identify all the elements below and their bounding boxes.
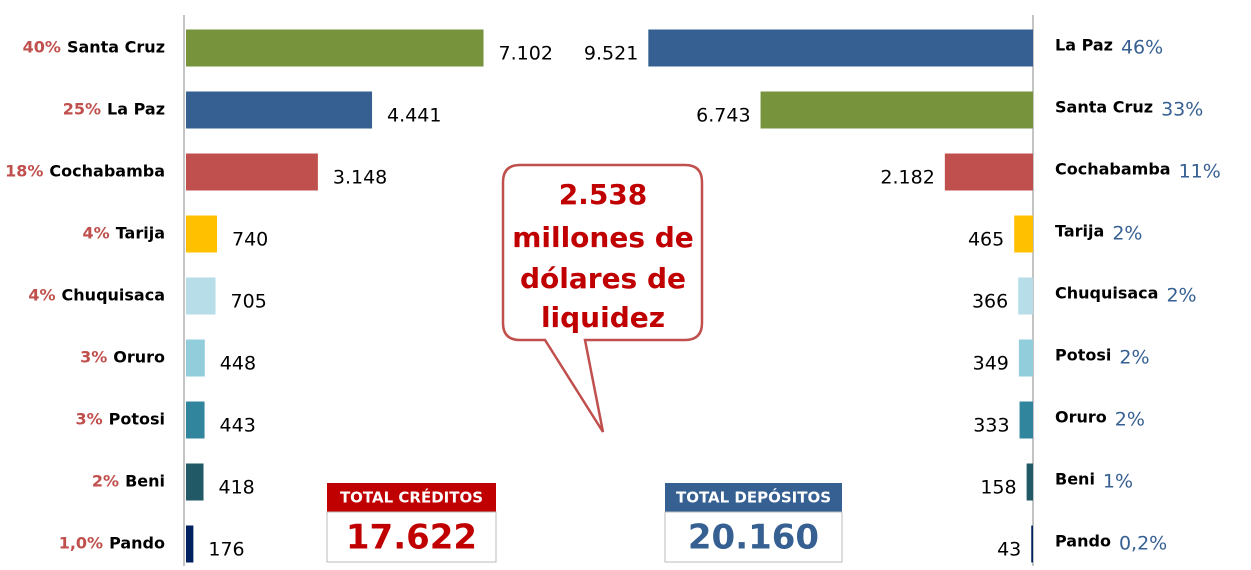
total-header-box xyxy=(327,483,496,512)
category-label: Oruro xyxy=(1055,408,1107,427)
category-label: Chuquisaca xyxy=(1055,284,1158,303)
bar xyxy=(1018,339,1033,377)
bar xyxy=(1014,215,1033,253)
category-label: La Paz xyxy=(107,100,165,119)
callout-text: dólares de xyxy=(520,262,686,295)
value-label: 4.441 xyxy=(387,105,441,127)
category-label: Oruro xyxy=(113,348,165,367)
category-label: Beni xyxy=(1055,470,1095,489)
category-label: Santa Cruz xyxy=(67,38,165,57)
value-label: 349 xyxy=(973,353,1009,375)
percent-label: 0,2% xyxy=(1119,533,1167,555)
value-label: 3.148 xyxy=(333,167,387,189)
value-label: 740 xyxy=(232,229,268,251)
percent-label: 3% xyxy=(75,410,102,429)
bar xyxy=(186,525,194,563)
percent-label: 2% xyxy=(1166,285,1196,307)
bar xyxy=(186,91,373,129)
bar xyxy=(186,153,318,191)
percent-label: 25% xyxy=(63,100,101,119)
bar xyxy=(944,153,1033,191)
category-label: Tarija xyxy=(1055,222,1104,241)
value-label: 366 xyxy=(972,291,1008,313)
category-label: Cochabamba xyxy=(1055,160,1171,179)
callout-text: 2.538 xyxy=(559,178,648,211)
value-label: 7.102 xyxy=(499,43,553,65)
category-label: Tarija xyxy=(116,224,165,243)
value-label: 158 xyxy=(980,477,1016,499)
category-label: Potosi xyxy=(1055,346,1111,365)
percent-label: 2% xyxy=(92,472,119,491)
bar xyxy=(186,29,484,67)
bar xyxy=(1019,401,1033,439)
bar xyxy=(760,91,1033,129)
category-label: Pando xyxy=(109,534,165,553)
value-label: 9.521 xyxy=(584,43,638,65)
total-value-box xyxy=(664,511,843,563)
category-label: Pando xyxy=(1055,532,1111,551)
callout-bubble xyxy=(501,163,704,433)
percent-label: 18% xyxy=(5,162,43,181)
total-value: 20.160 xyxy=(688,518,819,558)
total-title: TOTAL DEPÓSITOS xyxy=(676,488,831,507)
value-label: 443 xyxy=(220,415,256,437)
bar xyxy=(186,339,205,377)
bar xyxy=(186,401,205,439)
value-label: 2.182 xyxy=(880,167,934,189)
percent-label: 2% xyxy=(1112,223,1142,245)
percent-label: 3% xyxy=(80,348,107,367)
bar xyxy=(648,29,1033,67)
percent-label: 40% xyxy=(23,38,61,57)
value-label: 176 xyxy=(208,539,244,561)
percent-label: 2% xyxy=(1115,409,1145,431)
bar xyxy=(1031,525,1033,563)
bar xyxy=(186,277,216,315)
value-label: 43 xyxy=(997,539,1021,561)
total-header-box xyxy=(665,483,842,512)
callout-text: liquidez xyxy=(541,301,665,334)
callout-text: millones de xyxy=(512,221,694,254)
bar xyxy=(186,215,217,253)
category-label: Santa Cruz xyxy=(1055,98,1153,117)
percent-label: 4% xyxy=(28,286,55,305)
total-title: TOTAL CRÉDITOS xyxy=(340,488,483,507)
category-label: La Paz xyxy=(1055,36,1113,55)
value-label: 448 xyxy=(220,353,256,375)
value-label: 705 xyxy=(231,291,267,313)
total-value: 17.622 xyxy=(346,518,477,558)
bar xyxy=(1026,463,1033,501)
percent-label: 4% xyxy=(83,224,110,243)
total-value-box xyxy=(326,511,497,563)
category-label: Potosi xyxy=(109,410,165,429)
category-label: Chuquisaca xyxy=(62,286,165,305)
percent-label: 46% xyxy=(1121,37,1163,59)
category-label: Beni xyxy=(125,472,165,491)
bar xyxy=(186,463,204,501)
category-label: Cochabamba xyxy=(49,162,165,181)
value-label: 6.743 xyxy=(696,105,750,127)
value-label: 333 xyxy=(973,415,1009,437)
value-label: 418 xyxy=(219,477,255,499)
percent-label: 1% xyxy=(1103,471,1133,493)
value-label: 465 xyxy=(968,229,1004,251)
percent-label: 11% xyxy=(1179,161,1221,183)
percent-label: 1,0% xyxy=(59,534,103,553)
bar xyxy=(1018,277,1033,315)
percent-label: 2% xyxy=(1119,347,1149,369)
percent-label: 33% xyxy=(1161,99,1203,121)
